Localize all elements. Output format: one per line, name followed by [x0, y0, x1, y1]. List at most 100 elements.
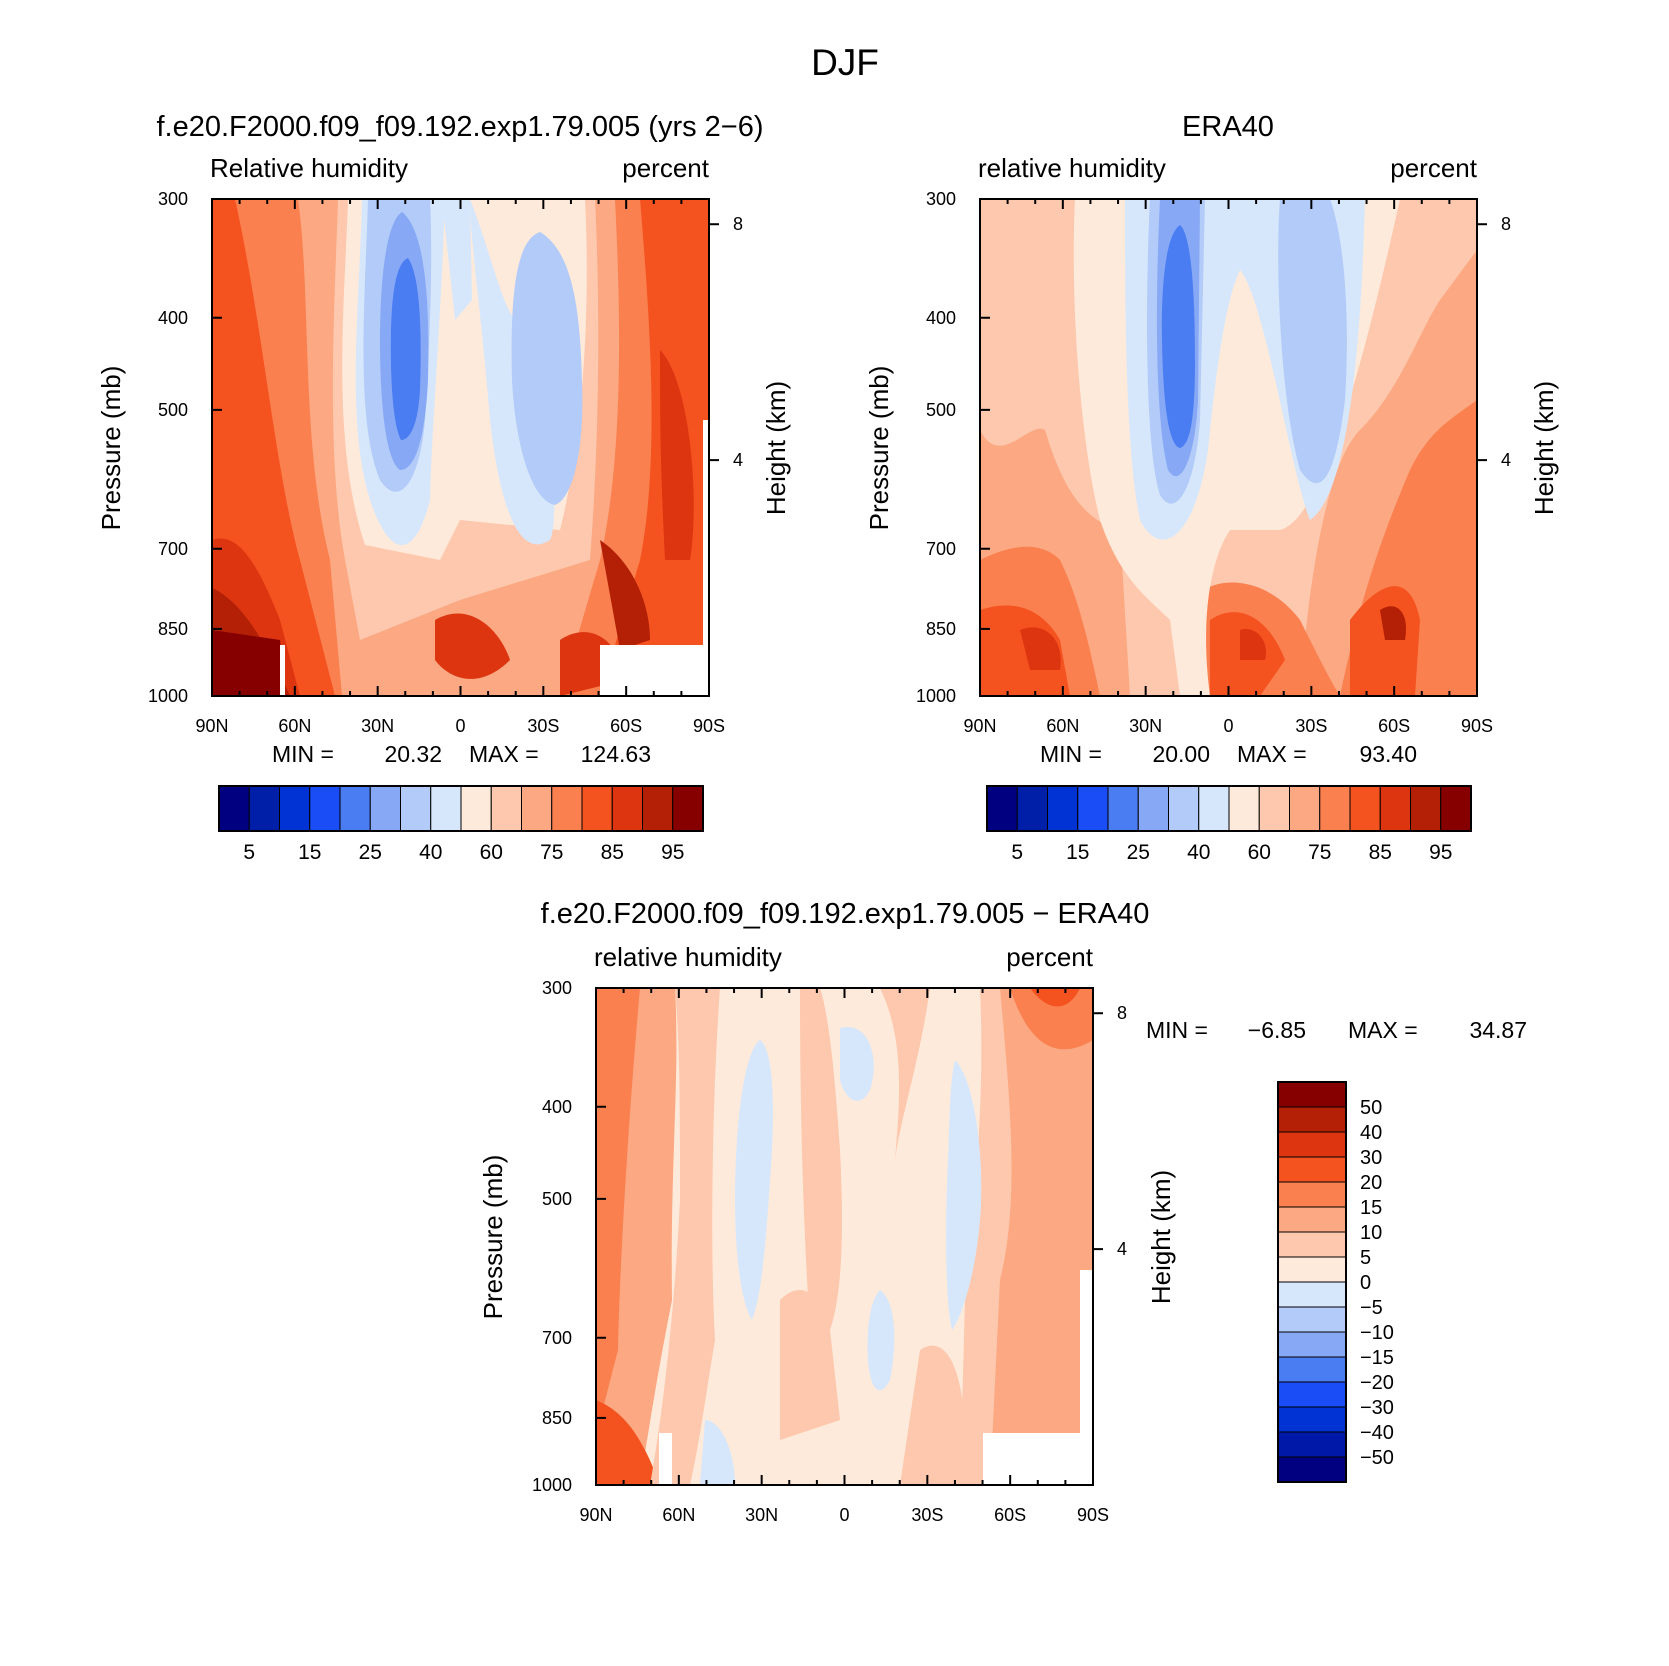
y-tick-label: 300: [158, 189, 188, 209]
x-tick-label: 30S: [1295, 716, 1327, 736]
contour-band-95-east: [1380, 606, 1406, 640]
colorbar-label: 40: [419, 841, 442, 864]
contour-band-25: [390, 258, 421, 440]
colorbar: 5 15 25 40 60 75 85 95: [986, 785, 1472, 864]
colorbar-swatch: [1277, 1231, 1347, 1258]
colorbar-label: 75: [1308, 841, 1331, 864]
colorbar-label: 5: [1011, 841, 1023, 864]
colorbar-swatch: [1277, 1181, 1347, 1208]
contour-band-15-east: [990, 988, 1093, 1485]
units-label: percent: [1006, 942, 1093, 972]
y2-tick-label: 4: [1501, 450, 1511, 470]
colorbar-swatch: [1277, 1456, 1347, 1483]
colorbar-swatch: [279, 785, 311, 832]
y2-axis-label: Height (km): [1146, 1170, 1176, 1304]
y-tick-label: 850: [158, 619, 188, 639]
y2-tick-label: 8: [733, 214, 743, 234]
contour-band-10-ridge: [880, 988, 930, 1160]
max-label: MAX =: [469, 741, 539, 767]
contour-plot: [212, 199, 709, 696]
panel-title: ERA40: [1182, 111, 1274, 143]
colorbar-swatch: [309, 785, 341, 832]
min-label: MIN =: [272, 741, 334, 767]
contour-band-30-east: [1030, 988, 1080, 1007]
x-tick-label: 90N: [195, 716, 228, 736]
x-tick-label: 30N: [1129, 716, 1162, 736]
variable-label: relative humidity: [978, 153, 1166, 183]
y-tick-label: 700: [542, 1328, 572, 1348]
y2-axis-ticks: 84: [1477, 214, 1511, 470]
contour-band-40-b: [1278, 199, 1347, 484]
y2-axis-label: Height (km): [761, 381, 791, 515]
contour-band-90-center: [1240, 629, 1266, 660]
colorbar-swatch: [1277, 1431, 1347, 1458]
max-value: 124.63: [581, 741, 651, 767]
max-label: MAX =: [1348, 1017, 1418, 1043]
colorbar-frame: [218, 785, 704, 832]
x-tick-label: 60N: [662, 1505, 695, 1525]
x-tick-label: 60S: [1378, 716, 1410, 736]
contour-band-95-east: [600, 540, 650, 650]
panel-diff: f.e20.F2000.f09_f09.192.exp1.79.005 − ER…: [478, 898, 1527, 1525]
colorbar-label: −15: [1360, 1347, 1394, 1369]
x-tick-label: 30N: [745, 1505, 778, 1525]
colorbar-swatch: [1016, 785, 1048, 832]
colorbar-label: 15: [1360, 1197, 1382, 1219]
colorbar-label: −50: [1360, 1447, 1394, 1469]
colorbar-swatch: [1289, 785, 1321, 832]
y-axis-label: Pressure (mb): [96, 366, 126, 531]
x-tick-label: 0: [1223, 716, 1233, 736]
missing-data-edge: [703, 420, 709, 696]
colorbar-label: 10: [1360, 1222, 1382, 1244]
main-title: DJF: [811, 42, 879, 83]
missing-data-region: [983, 1433, 1093, 1485]
contour-band-neg5-a: [735, 1040, 773, 1320]
contour-band-neg5-d: [867, 1290, 895, 1391]
max-value: 93.40: [1359, 741, 1417, 767]
colorbar-swatch: [1410, 785, 1442, 832]
y-axis-label: Pressure (mb): [478, 1155, 508, 1320]
y2-axis-label: Height (km): [1529, 381, 1559, 515]
contour-band-10-center: [800, 988, 842, 1330]
colorbar-swatch: [1277, 1381, 1347, 1408]
colorbar-label: −10: [1360, 1322, 1394, 1344]
colorbar-label: −20: [1360, 1372, 1394, 1394]
colorbar-swatch: [248, 785, 280, 832]
colorbar-label: −30: [1360, 1397, 1394, 1419]
variable-label: relative humidity: [594, 942, 782, 972]
colorbar-swatch: [1277, 1206, 1347, 1233]
colorbar-label: 5: [1360, 1247, 1371, 1269]
contour-band-90-west: [1020, 627, 1061, 670]
colorbar-label: 25: [1127, 841, 1150, 864]
min-label: MIN =: [1146, 1017, 1208, 1043]
y-axis-label: Pressure (mb): [864, 366, 894, 531]
y-tick-label: 1000: [916, 686, 956, 706]
contour-band-50-c: [442, 199, 472, 320]
y2-axis-ticks: 84: [1093, 1003, 1127, 1259]
min-value: 20.32: [384, 741, 442, 767]
colorbar-label: 40: [1187, 841, 1210, 864]
y-tick-label: 700: [158, 539, 188, 559]
colorbar-label: 30: [1360, 1147, 1382, 1169]
y-tick-label: 850: [926, 619, 956, 639]
colorbar-swatch: [1137, 785, 1169, 832]
x-tick-label: 0: [455, 716, 465, 736]
colorbar-swatch: [400, 785, 432, 832]
y-tick-label: 500: [158, 400, 188, 420]
colorbar-swatch: [1277, 1156, 1347, 1183]
colorbar-swatch: [490, 785, 522, 832]
contour-band-25: [1161, 225, 1195, 448]
colorbar-swatch: [1349, 785, 1381, 832]
panel-obs: ERA40 relative humidity percent 90N 60N 30…: [864, 111, 1559, 864]
y2-tick-label: 4: [1117, 1239, 1127, 1259]
colorbar-label: 20: [1360, 1172, 1382, 1194]
colorbar-swatch: [1077, 785, 1109, 832]
contour-band-10-bottom: [900, 1345, 966, 1485]
colorbar-swatch: [1277, 1106, 1347, 1133]
contour-band-20-west: [596, 988, 640, 1485]
y-tick-label: 300: [926, 189, 956, 209]
y-tick-label: 1000: [532, 1475, 572, 1495]
y-tick-label: 1000: [148, 686, 188, 706]
colorbar-swatch: [986, 785, 1018, 832]
colorbar-label: 50: [1360, 1097, 1382, 1119]
